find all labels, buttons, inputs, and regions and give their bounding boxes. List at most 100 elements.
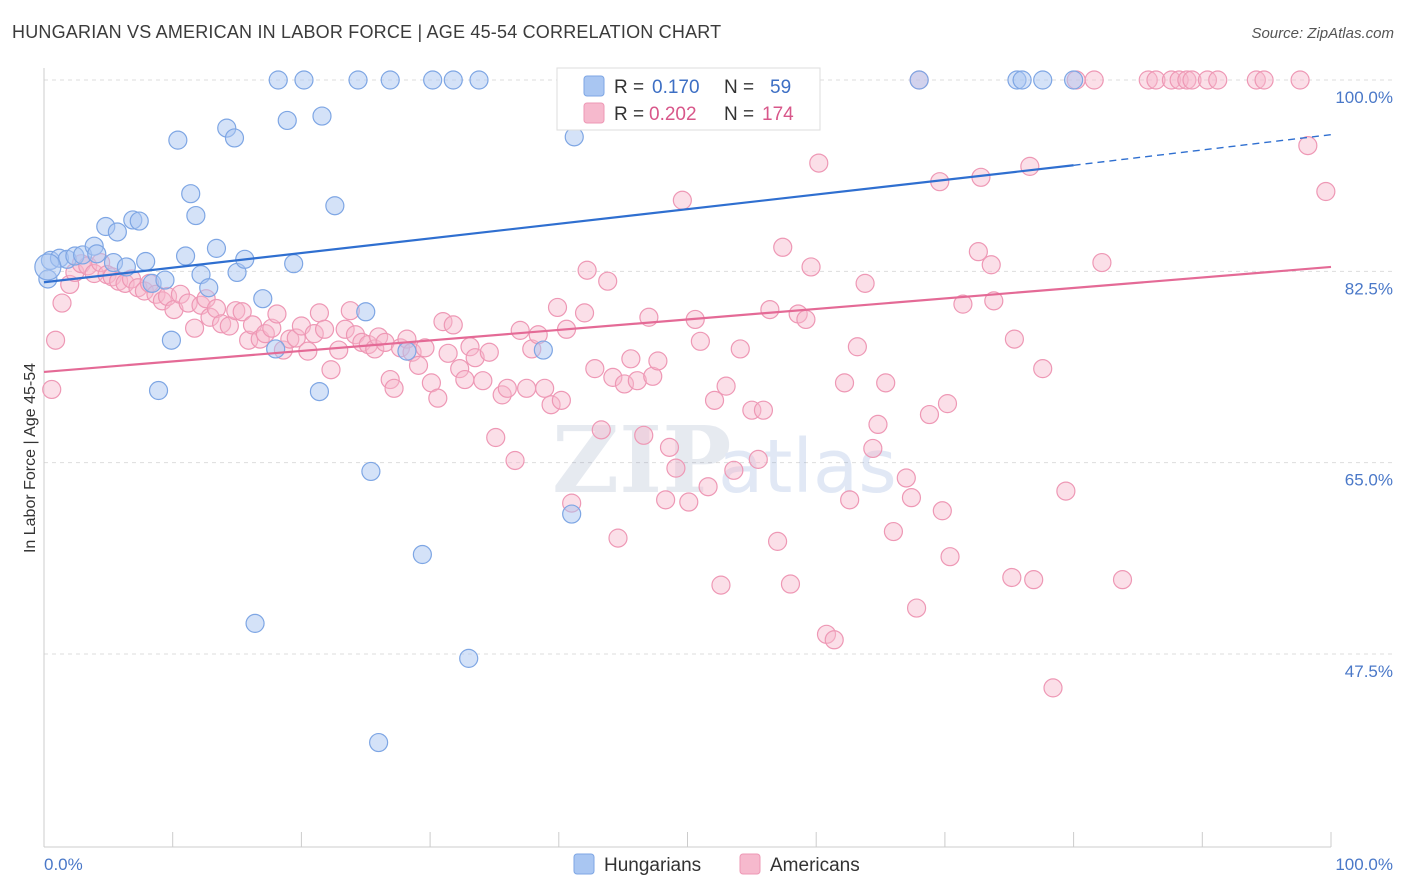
americans-point xyxy=(1316,181,1336,202)
hungarians-trend-extension xyxy=(1073,133,1332,166)
americans-point xyxy=(643,366,663,386)
americans-point xyxy=(704,390,725,410)
americans-point xyxy=(847,337,867,357)
series-legend: Hungarians Americans xyxy=(573,853,860,876)
chart-source: Source: ZipAtlas.com xyxy=(1251,25,1394,42)
americans-point xyxy=(286,328,306,348)
americans-point xyxy=(767,531,788,551)
legend-n-value-1: 59 xyxy=(770,77,791,98)
hungarians-point xyxy=(186,205,206,226)
americans-point xyxy=(1002,567,1022,588)
americans-point xyxy=(428,388,448,408)
americans-point xyxy=(748,449,768,469)
hungarians-point xyxy=(148,380,169,401)
americans-point xyxy=(724,460,744,480)
americans-point xyxy=(1177,70,1197,90)
americans-point xyxy=(690,331,710,351)
americans-point xyxy=(262,318,282,338)
americans-point xyxy=(384,378,404,398)
hungarians-point xyxy=(129,211,149,231)
americans-point xyxy=(656,490,676,510)
americans-point xyxy=(1056,481,1076,501)
axes xyxy=(43,68,1332,848)
hungarians-point xyxy=(397,341,417,361)
hungarians-point xyxy=(412,544,432,565)
americans-point xyxy=(304,324,324,344)
americans-point xyxy=(1138,70,1158,90)
hungarians-point xyxy=(469,70,489,90)
americans-point xyxy=(1020,156,1040,176)
americans-point xyxy=(824,630,844,650)
hungarians-point xyxy=(459,648,479,668)
hungarians-point xyxy=(266,339,286,359)
hungarians-point xyxy=(284,254,304,274)
hungarians-point xyxy=(155,270,175,290)
americans-point xyxy=(455,369,475,390)
americans-point xyxy=(1161,70,1182,90)
americans-point xyxy=(984,291,1004,311)
grid-lines xyxy=(44,79,1393,655)
americans-point xyxy=(627,371,647,391)
americans-point xyxy=(672,190,692,210)
hungarians-point xyxy=(356,302,376,322)
hungarians-point xyxy=(562,504,582,524)
americans-point xyxy=(598,271,618,291)
hungarians-point xyxy=(423,70,443,90)
americans-point xyxy=(876,373,896,393)
trend-lines xyxy=(43,133,1332,374)
legend-r-label-2: R = xyxy=(614,104,644,125)
legend-r-label-1: R = xyxy=(614,77,644,98)
americans-point xyxy=(648,351,668,371)
hungarians-point xyxy=(268,70,288,90)
legend-r-value-1: 0.170 xyxy=(652,77,700,98)
hungarians-point xyxy=(380,70,400,90)
americans-point xyxy=(541,395,561,415)
americans-points xyxy=(42,70,1336,698)
americans-point xyxy=(1043,678,1063,698)
series-legend-label-hungarians: Hungarians xyxy=(604,855,701,876)
hungarians-point xyxy=(175,246,196,266)
hungarians-point xyxy=(1033,70,1053,90)
americans-point xyxy=(1246,70,1266,90)
americans-point xyxy=(309,303,330,323)
americans-point xyxy=(42,379,62,400)
legend-n-label-2: N = xyxy=(724,104,754,125)
americans-point xyxy=(465,348,485,368)
americans-point xyxy=(896,468,916,488)
americans-point xyxy=(585,359,605,379)
americans-point xyxy=(698,477,718,497)
americans-point xyxy=(492,385,512,405)
americans-point xyxy=(863,438,883,459)
americans-point xyxy=(510,320,530,340)
americans-point xyxy=(634,425,654,445)
americans-point xyxy=(577,260,597,280)
americans-point xyxy=(486,427,506,448)
americans-point xyxy=(603,367,623,387)
americans-point xyxy=(226,301,246,321)
americans-point xyxy=(443,315,463,335)
hungarians-point xyxy=(1012,70,1032,90)
americans-point xyxy=(1208,70,1228,90)
y-tick-labels: 47.5% 65.0% 82.5% 100.0% xyxy=(1335,88,1393,681)
americans-point xyxy=(1298,136,1318,156)
hungarians-points xyxy=(34,70,1084,753)
x-tick-label-max: 100.0% xyxy=(1335,855,1393,874)
americans-point xyxy=(901,488,922,508)
y-tick-label-2: 82.5% xyxy=(1345,279,1393,298)
americans-point xyxy=(345,325,366,345)
americans-point xyxy=(314,319,335,339)
americans-point xyxy=(267,304,287,324)
hungarians-point xyxy=(136,251,156,272)
series-legend-swatch-americans xyxy=(739,853,761,875)
americans-point xyxy=(608,528,628,548)
americans-point xyxy=(52,293,72,313)
americans-point xyxy=(666,458,686,478)
hungarians-point xyxy=(325,196,345,216)
hungarians-point xyxy=(909,70,929,90)
americans-point xyxy=(1084,70,1104,90)
americans-point xyxy=(883,521,904,542)
americans-point xyxy=(855,273,875,293)
americans-point xyxy=(517,378,537,398)
legend-swatch-hungarians xyxy=(583,75,605,97)
